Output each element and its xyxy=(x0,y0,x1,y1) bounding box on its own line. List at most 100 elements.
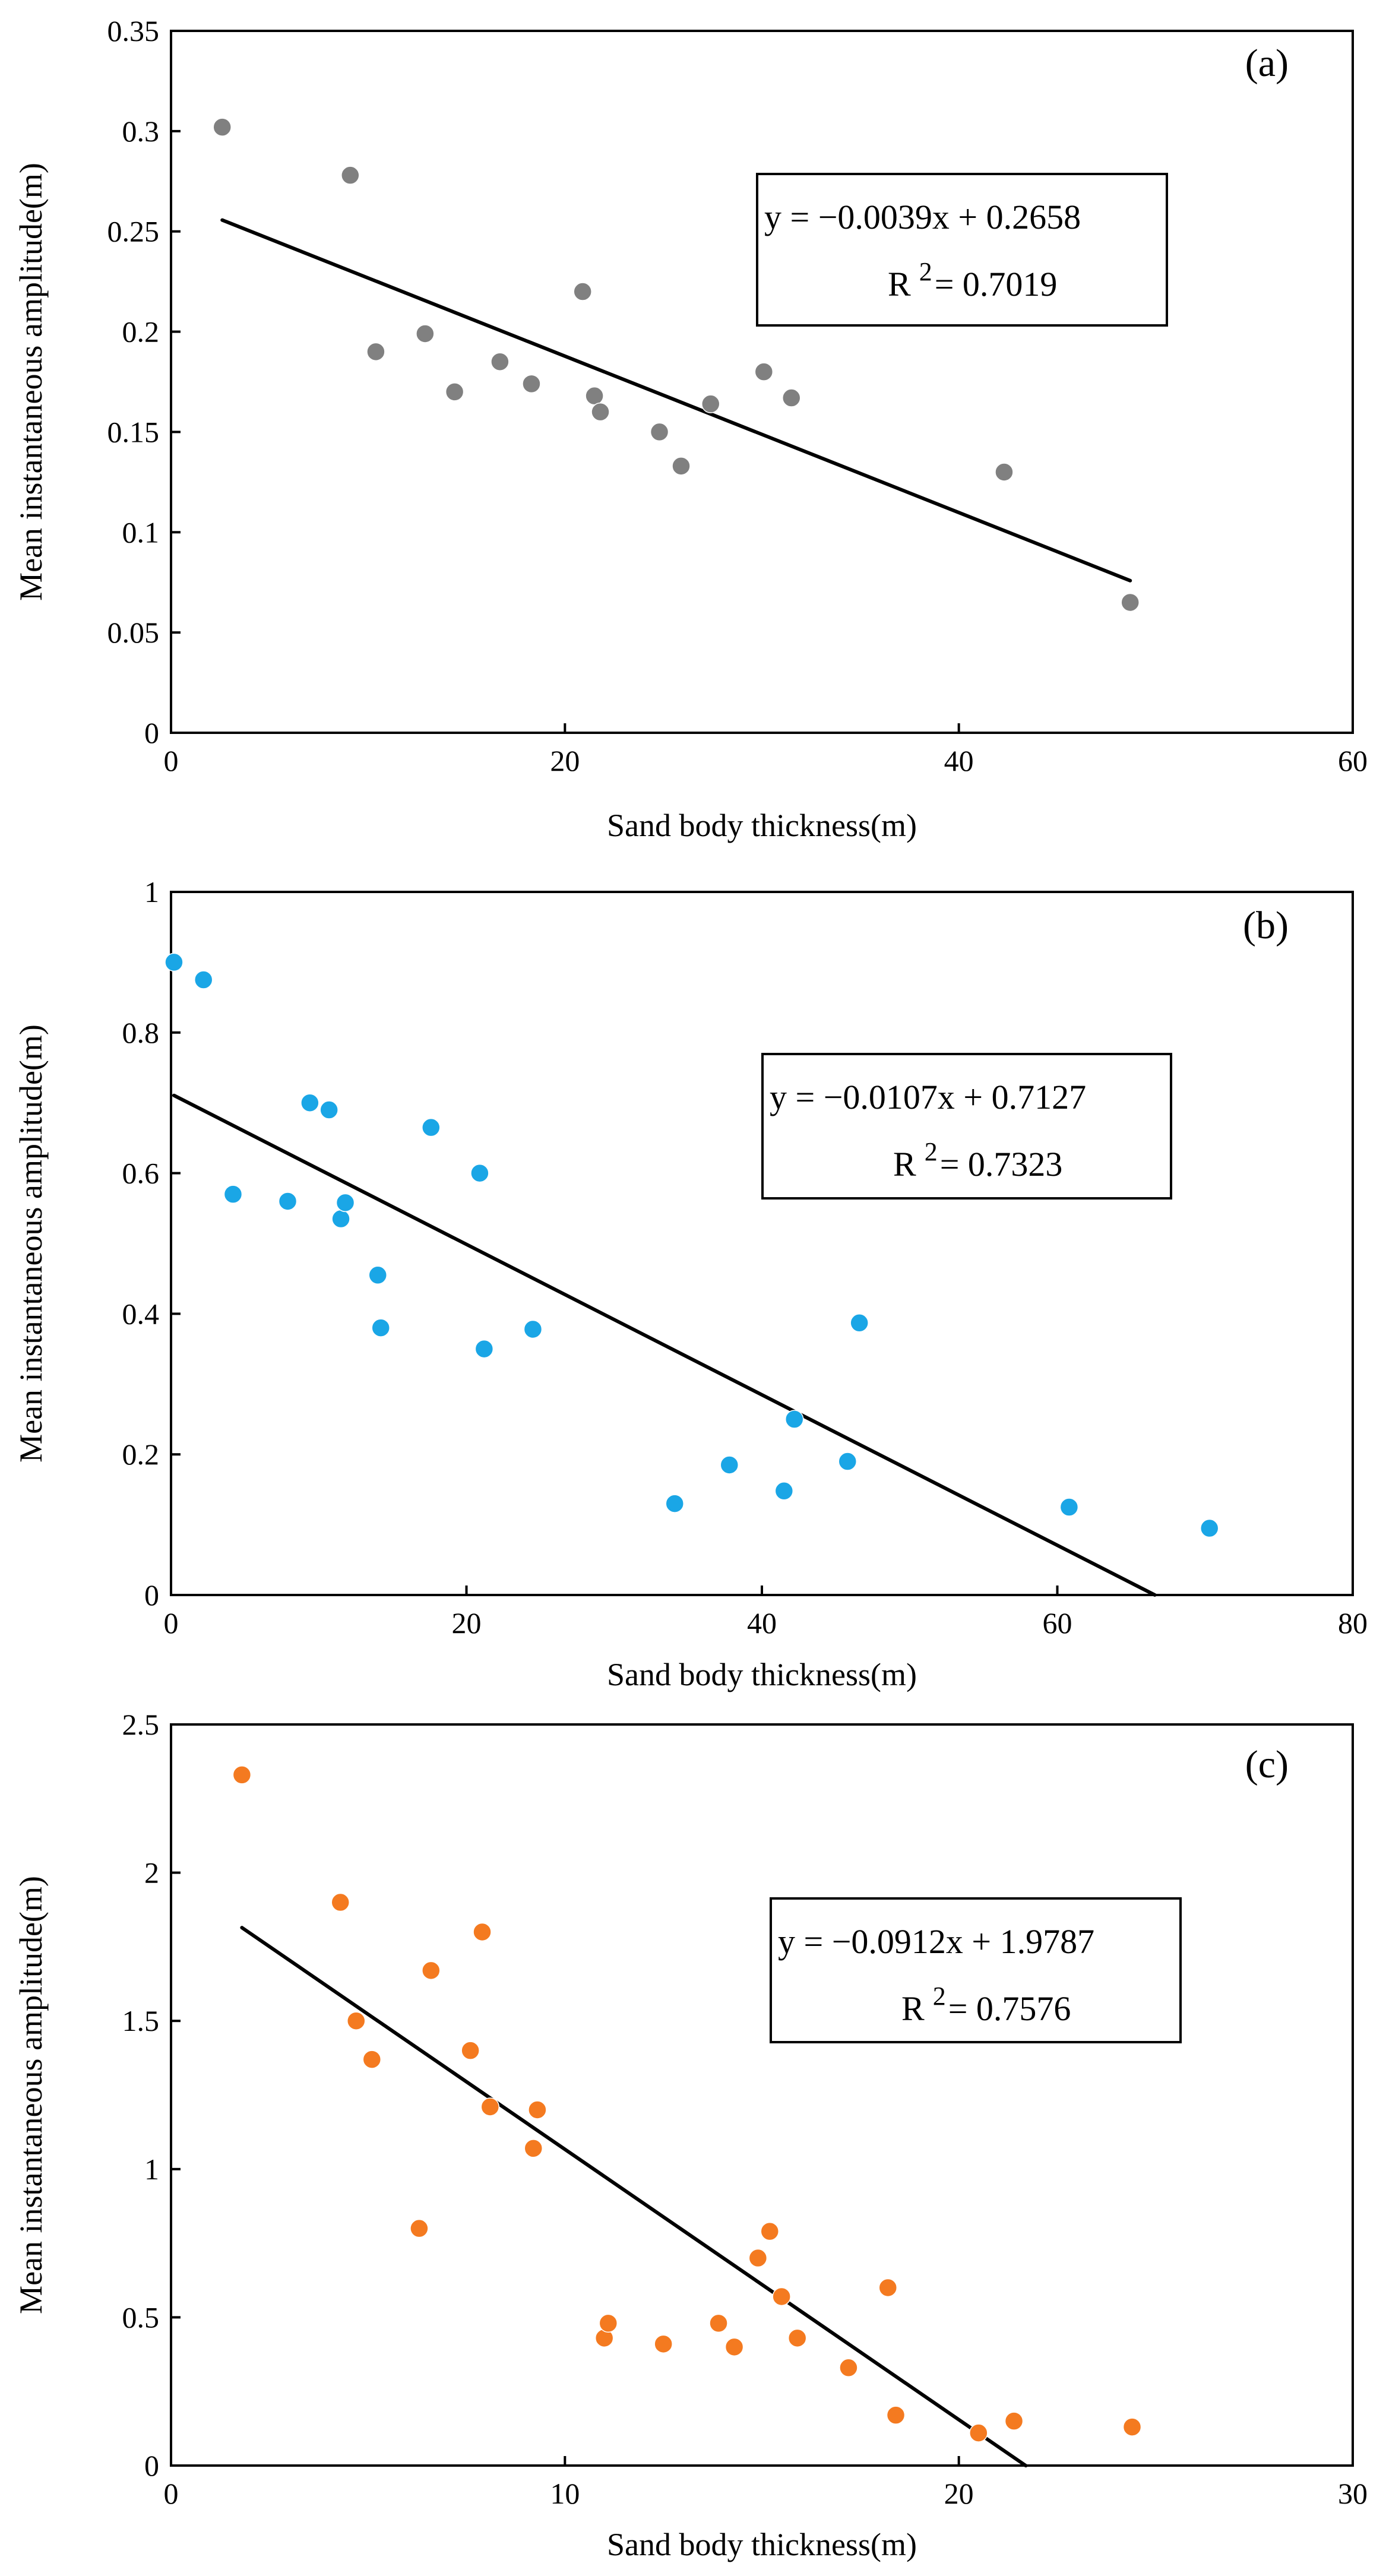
data-point xyxy=(422,1961,441,1980)
x-tick-label: 30 xyxy=(1338,2477,1368,2510)
data-point xyxy=(480,2097,500,2116)
data-point xyxy=(599,2314,618,2333)
r-squared: R 2= 0.7576 xyxy=(901,1982,1071,2028)
r-squared-exponent: 2 xyxy=(933,1982,946,2011)
data-point xyxy=(319,1100,338,1119)
data-point xyxy=(585,386,604,406)
data-point xyxy=(331,1893,350,1912)
data-point xyxy=(754,362,774,381)
y-tick-label: 0.3 xyxy=(122,115,160,148)
regression-equation: y = −0.0912x + 1.9787 xyxy=(778,1922,1094,1961)
x-tick-label: 10 xyxy=(550,2477,580,2510)
y-axis-label: Mean instantaneous amplitude(m) xyxy=(13,1876,49,2314)
y-tick-label: 0.35 xyxy=(107,14,160,48)
y-tick-label: 0.25 xyxy=(107,215,160,248)
y-tick-label: 2 xyxy=(144,1856,159,1890)
panel-label: (b) xyxy=(1243,904,1289,947)
data-point xyxy=(969,2423,988,2442)
data-point xyxy=(772,2287,791,2306)
y-tick-label: 1 xyxy=(144,875,159,909)
panel-label: (a) xyxy=(1245,42,1289,85)
data-point xyxy=(995,463,1014,482)
data-point xyxy=(1121,593,1140,612)
equation-box: y = −0.0912x + 1.9787 R 2= 0.7576 xyxy=(770,1897,1182,2043)
data-point xyxy=(341,166,360,185)
y-tick-label: 0.15 xyxy=(107,415,160,448)
x-tick-label: 40 xyxy=(944,744,974,777)
r-squared-exponent: 2 xyxy=(925,1137,938,1166)
data-point xyxy=(1004,2412,1024,2431)
y-tick-label: 0.4 xyxy=(122,1297,160,1330)
y-tick-label: 0.5 xyxy=(122,2300,160,2334)
data-point xyxy=(278,1192,298,1211)
y-axis-label: Mean instantaneous amplitude(m) xyxy=(13,1024,49,1463)
data-point xyxy=(522,374,541,394)
x-axis-label: Sand body thickness(m) xyxy=(607,808,917,843)
regression-line xyxy=(220,218,1132,583)
chart-panel-1: 0 20 40 60 0 0.05 0.1 0.15 0.2 0.25 0.3 0.35 Sand bo… xyxy=(13,14,1368,843)
r-squared-exponent: 2 xyxy=(919,257,932,286)
regression-equation: y = −0.0039x + 0.2658 xyxy=(764,198,1081,236)
x-tick-label: 20 xyxy=(452,1606,482,1640)
y-tick-label: 1.5 xyxy=(122,2004,160,2037)
x-axis-label: Sand body thickness(m) xyxy=(607,1657,917,1692)
data-point xyxy=(366,342,385,362)
data-point xyxy=(709,2314,728,2333)
data-point xyxy=(1200,1518,1219,1538)
y-tick-label: 0 xyxy=(144,1578,159,1612)
x-tick-label: 60 xyxy=(1338,744,1368,777)
chart-panel-3: 0 10 20 30 0 0.5 1 1.5 2 2.5 Sand body thickness(m… xyxy=(13,1708,1368,2562)
data-point xyxy=(410,2219,429,2238)
panel-label: (c) xyxy=(1245,1743,1289,1786)
data-point xyxy=(362,2050,382,2069)
regression-line xyxy=(240,1926,1028,2468)
x-tick-label: 60 xyxy=(1043,1606,1072,1640)
data-point xyxy=(886,2406,906,2425)
equation-box-frame xyxy=(761,1053,1172,1200)
data-point xyxy=(422,1118,441,1137)
data-point xyxy=(368,1265,387,1285)
data-point xyxy=(701,394,720,413)
regression-equation: y = −0.0107x + 0.7127 xyxy=(770,1078,1086,1116)
data-point xyxy=(838,1452,857,1471)
plot-frame xyxy=(170,30,1354,734)
equation-box: y = −0.0107x + 0.7127 R 2= 0.7323 xyxy=(761,1053,1172,1200)
data-point xyxy=(665,1494,684,1513)
x-axis-label: Sand body thickness(m) xyxy=(607,2527,917,2562)
data-point xyxy=(850,1314,869,1333)
data-point xyxy=(528,2100,547,2119)
data-point xyxy=(573,282,592,301)
data-point xyxy=(523,1319,543,1339)
data-point xyxy=(782,388,801,407)
data-point xyxy=(672,457,691,476)
y-tick-label: 0.8 xyxy=(122,1016,160,1049)
y-tick-label: 0 xyxy=(144,716,159,749)
data-point xyxy=(336,1193,355,1213)
data-point xyxy=(1059,1498,1079,1517)
data-point xyxy=(650,422,669,442)
x-tick-label: 0 xyxy=(164,744,179,777)
data-point xyxy=(347,2011,366,2030)
r-squared-symbol: R xyxy=(901,1989,925,2028)
plot-frame xyxy=(170,891,1354,1596)
r-squared: R 2= 0.7323 xyxy=(893,1137,1062,1183)
equation-box-frame xyxy=(756,173,1168,327)
data-point xyxy=(194,970,213,989)
r-squared-value: = 0.7576 xyxy=(948,1989,1071,2028)
data-point xyxy=(213,118,232,137)
x-tick-label: 0 xyxy=(164,1606,179,1640)
data-point xyxy=(300,1093,319,1112)
y-tick-label: 0.2 xyxy=(122,1438,160,1471)
data-point xyxy=(491,352,510,371)
y-tick-label: 0.05 xyxy=(107,616,160,649)
y-tick-label: 0.6 xyxy=(122,1157,160,1190)
equation-box: y = −0.0039x + 0.2658 R 2= 0.7019 xyxy=(756,173,1168,327)
data-point xyxy=(445,382,464,401)
data-point xyxy=(371,1318,390,1337)
data-point xyxy=(774,1482,794,1501)
y-tick-label: 0.1 xyxy=(122,515,160,549)
y-tick-label: 0 xyxy=(144,2449,159,2482)
plot-frame xyxy=(170,1723,1354,2467)
data-point xyxy=(839,2358,858,2378)
